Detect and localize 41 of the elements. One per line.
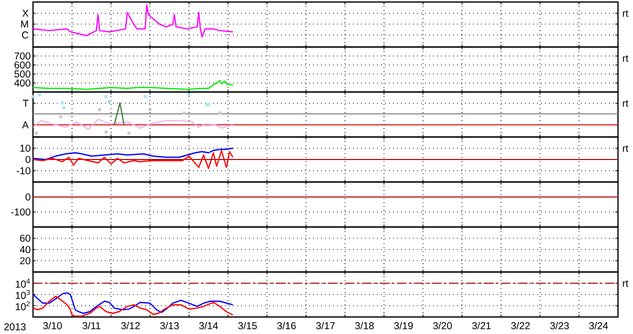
text: rt <box>622 55 628 62</box>
y-tick-label: 500 <box>14 70 30 78</box>
text: rt <box>622 280 628 287</box>
x-tick-label: 3/17 <box>316 322 335 330</box>
x-tick-label: 3/10 <box>43 322 62 330</box>
text: rt <box>622 10 628 17</box>
x-tick-label: 3/21 <box>472 322 491 330</box>
text: X <box>22 10 29 17</box>
text: A <box>22 122 29 128</box>
x-tick-label: 3/20 <box>433 322 452 330</box>
y-tick-label: 60 <box>20 234 30 242</box>
x-tick-label: 3/18 <box>355 322 374 330</box>
x-tick-label: 3/14 <box>199 322 218 330</box>
x-tick-label: 3/23 <box>550 322 569 330</box>
text: T <box>22 100 29 107</box>
y-tick-label: 700 <box>14 52 30 60</box>
text: rt <box>622 100 628 107</box>
x-tick-label: 3/13 <box>160 322 179 330</box>
y-tick-label: 10$^{4}$ <box>16 278 30 288</box>
y-tick-label: 10$^{2}$ <box>16 301 30 310</box>
text: 2013 <box>4 323 26 330</box>
y-tick-label: -100 <box>11 208 30 216</box>
x-tick-label: 3/19 <box>394 322 413 330</box>
y-tick-label: 400 <box>14 79 30 87</box>
text: C <box>22 31 28 39</box>
x-tick-label: 3/12 <box>121 322 140 330</box>
y-tick-label: 10 <box>20 144 30 152</box>
y-tick-label: 10$^{3}$ <box>16 290 30 299</box>
y-tick-label: -10 <box>16 167 30 174</box>
y-tick-label: 20 <box>20 257 30 264</box>
x-tick-label: 3/22 <box>511 322 530 330</box>
x-tick-label: 3/15 <box>238 322 257 330</box>
x-tick-label: 3/16 <box>277 322 296 330</box>
x-tick-label: 3/11 <box>82 322 100 330</box>
y-tick-label: 0 <box>26 193 30 201</box>
x-tick-label: 3/24 <box>589 322 608 330</box>
y-tick-label: 0 <box>26 156 30 164</box>
text: M <box>21 20 28 28</box>
text: rt <box>622 145 628 152</box>
y-tick-label: 40 <box>20 246 30 254</box>
y-tick-label: 600 <box>14 61 30 69</box>
